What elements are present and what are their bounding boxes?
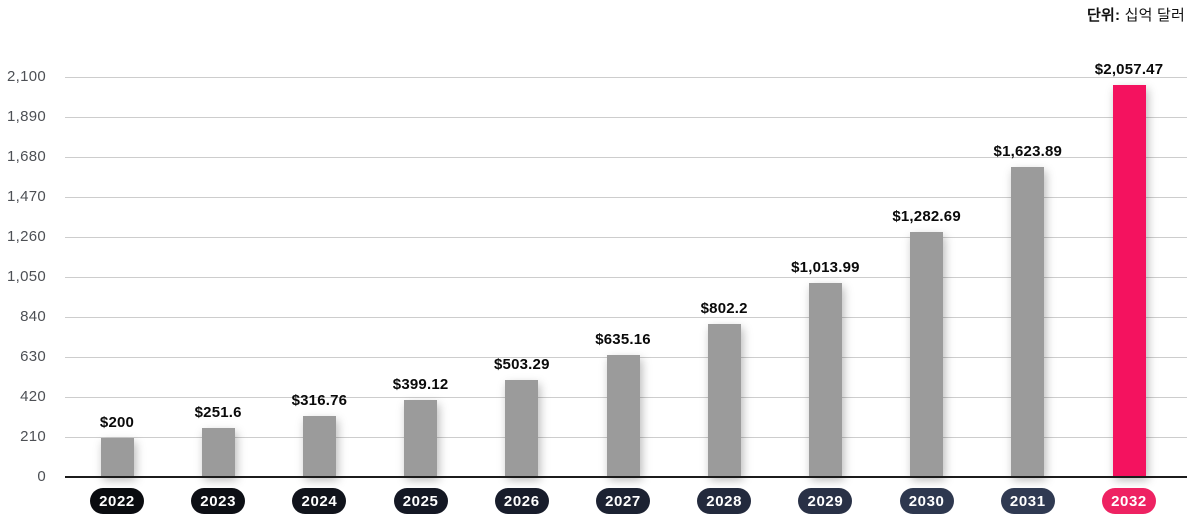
y-axis-tick-label: 630 <box>20 348 46 365</box>
year-pill-2028: 2028 <box>697 488 752 514</box>
gridline <box>65 277 1187 278</box>
bar-2022 <box>100 438 134 476</box>
bar-2031 <box>1011 167 1045 476</box>
bar-2023 <box>201 428 235 476</box>
gridline <box>65 157 1187 158</box>
bar-2027 <box>606 355 640 476</box>
y-axis-tick-label: 1,260 <box>6 228 46 245</box>
bar-2032 <box>1112 85 1146 476</box>
bar-value-label-2029: $1,013.99 <box>791 259 860 276</box>
year-pill-2024: 2024 <box>292 488 347 514</box>
gridline <box>65 77 1187 78</box>
gridline <box>65 197 1187 198</box>
bar-value-label-2024: $316.76 <box>291 392 348 409</box>
year-pill-2022: 2022 <box>90 488 144 514</box>
y-axis-tick-label: 210 <box>20 428 46 445</box>
y-axis-tick-label: 1,890 <box>6 108 46 125</box>
bar-value-label-2030: $1,282.69 <box>892 208 961 225</box>
bar-value-label-2032: $2,057.47 <box>1094 61 1164 78</box>
gridline <box>65 237 1187 238</box>
year-pill-2023: 2023 <box>191 488 246 514</box>
y-axis-tick-label: 420 <box>20 388 46 405</box>
bar-2025 <box>404 400 438 476</box>
bar-value-label-2031: $1,623.89 <box>993 143 1063 160</box>
y-axis-tick-label: 1,680 <box>6 148 46 165</box>
bar-value-label-2028: $802.2 <box>700 300 748 317</box>
year-pill-2030: 2030 <box>899 488 954 514</box>
bar-2024 <box>302 416 336 476</box>
y-axis-tick-label: 1,470 <box>6 188 46 205</box>
bar-2026 <box>505 380 539 476</box>
bar-value-label-2027: $635.16 <box>595 331 651 348</box>
bar-value-label-2022: $200 <box>99 414 135 431</box>
y-axis-tick-label: 2,100 <box>6 68 46 85</box>
bar-2029 <box>808 283 842 476</box>
y-axis-tick-label: 840 <box>20 308 46 325</box>
year-pill-2026: 2026 <box>494 488 549 514</box>
year-pill-2029: 2029 <box>798 488 853 514</box>
year-pill-2027: 2027 <box>596 488 650 514</box>
unit-label-prefix: 단위: <box>1087 7 1121 24</box>
bar-value-label-2025: $399.12 <box>392 376 449 393</box>
bar-value-label-2023: $251.6 <box>194 404 242 421</box>
gridline <box>65 317 1187 318</box>
unit-label-text: 십억 달러 <box>1120 7 1185 24</box>
year-pill-2032: 2032 <box>1102 488 1156 514</box>
year-pill-2025: 2025 <box>393 488 448 514</box>
year-pill-2031: 2031 <box>1000 488 1055 514</box>
unit-label: 단위: 십억 달러 <box>1087 4 1185 25</box>
gridline <box>65 117 1187 118</box>
x-axis-line <box>65 476 1187 478</box>
bar-value-label-2026: $503.29 <box>493 356 550 373</box>
y-axis-tick-label: 1,050 <box>6 268 46 285</box>
bar-2030 <box>910 232 944 476</box>
bar-2028 <box>707 324 741 476</box>
y-axis-tick-label: 0 <box>37 468 46 485</box>
